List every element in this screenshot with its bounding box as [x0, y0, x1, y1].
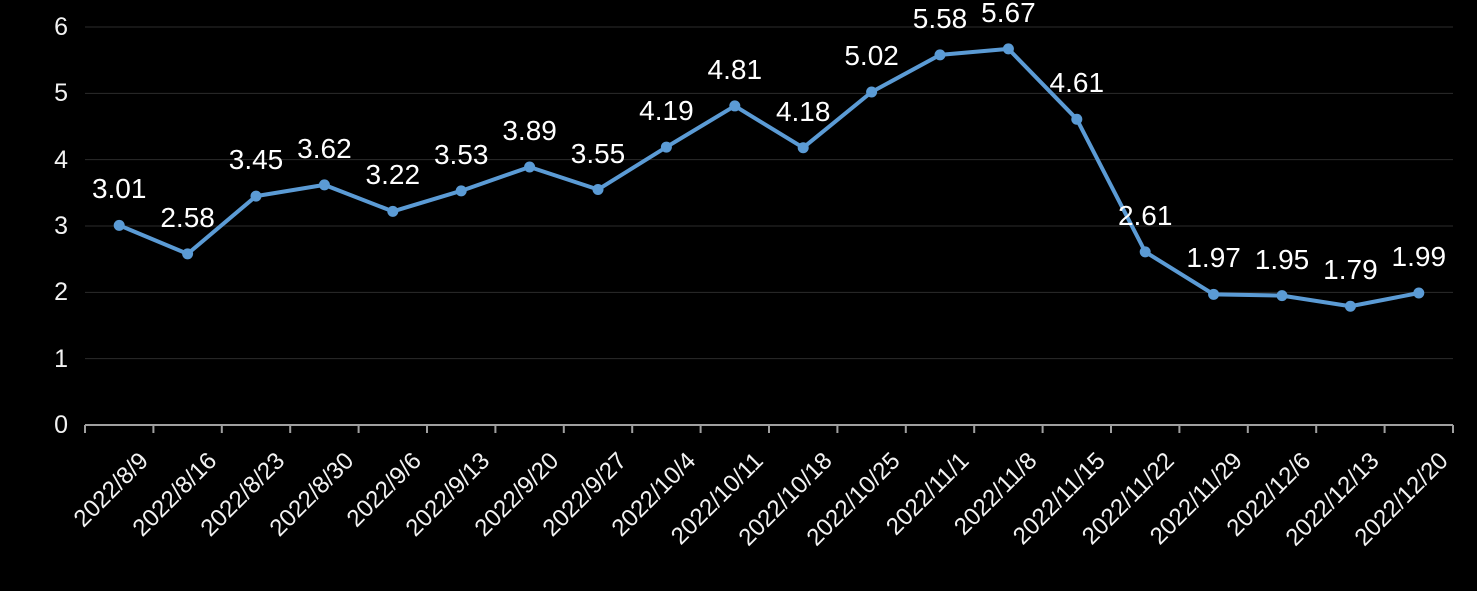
- series-line: [117, 46, 1421, 309]
- data-point-label: 1.97: [1186, 242, 1241, 274]
- y-axis-tick-label: 4: [54, 145, 68, 174]
- data-point-label: 1.79: [1323, 254, 1378, 286]
- data-point-marker: [797, 142, 809, 154]
- data-point-label: 5.58: [912, 2, 968, 34]
- data-point-marker: [1344, 300, 1356, 312]
- y-axis-tick-label: 2: [54, 278, 68, 307]
- y-axis-tick-label: 0: [54, 411, 68, 439]
- data-point-label: 3.89: [502, 114, 557, 146]
- data-point-marker: [1276, 290, 1288, 302]
- data-point-label: 1.99: [1391, 240, 1447, 272]
- data-point-marker: [1071, 113, 1083, 125]
- data-point-label: 3.55: [570, 137, 626, 169]
- data-point-label: 4.19: [639, 95, 694, 127]
- data-point-label: 3.22: [365, 159, 421, 191]
- data-point-label: 2.61: [1117, 199, 1173, 231]
- data-point-marker: [1208, 288, 1220, 300]
- y-axis-tick-label: 6: [54, 13, 68, 41]
- data-point-label: 5.67: [981, 0, 1036, 28]
- data-point-marker: [660, 141, 672, 153]
- data-point-label: 2.58: [160, 201, 215, 233]
- data-point-marker: [866, 86, 878, 98]
- data-point-marker: [455, 185, 467, 197]
- y-axis-tick-label: 1: [54, 344, 68, 373]
- data-point-marker: [1002, 43, 1014, 55]
- data-point-label: 5.02: [844, 40, 899, 71]
- data-point-label: 4.18: [775, 95, 831, 127]
- data-point-marker: [250, 190, 262, 202]
- data-point-marker: [1139, 246, 1151, 258]
- y-axis-tick-label: 5: [54, 79, 68, 108]
- data-point-label: 3.53: [433, 138, 489, 170]
- data-point-marker: [524, 161, 536, 173]
- data-point-label: 3.62: [297, 132, 352, 164]
- data-point-marker: [592, 184, 604, 196]
- data-point-marker: [387, 205, 399, 217]
- data-point-marker: [182, 248, 194, 260]
- data-point-marker: [113, 219, 125, 231]
- data-point-label: 3.01: [91, 173, 147, 205]
- data-point-marker: [318, 179, 330, 191]
- data-point-marker: [1413, 287, 1425, 299]
- data-point-label: 4.61: [1049, 67, 1105, 99]
- data-point-label: 4.81: [707, 53, 763, 85]
- y-axis-tick-label: 3: [54, 212, 68, 240]
- data-point-marker: [934, 49, 946, 61]
- data-point-label: 1.95: [1254, 243, 1310, 275]
- data-point-marker: [729, 100, 741, 112]
- data-point-label: 3.45: [228, 144, 284, 176]
